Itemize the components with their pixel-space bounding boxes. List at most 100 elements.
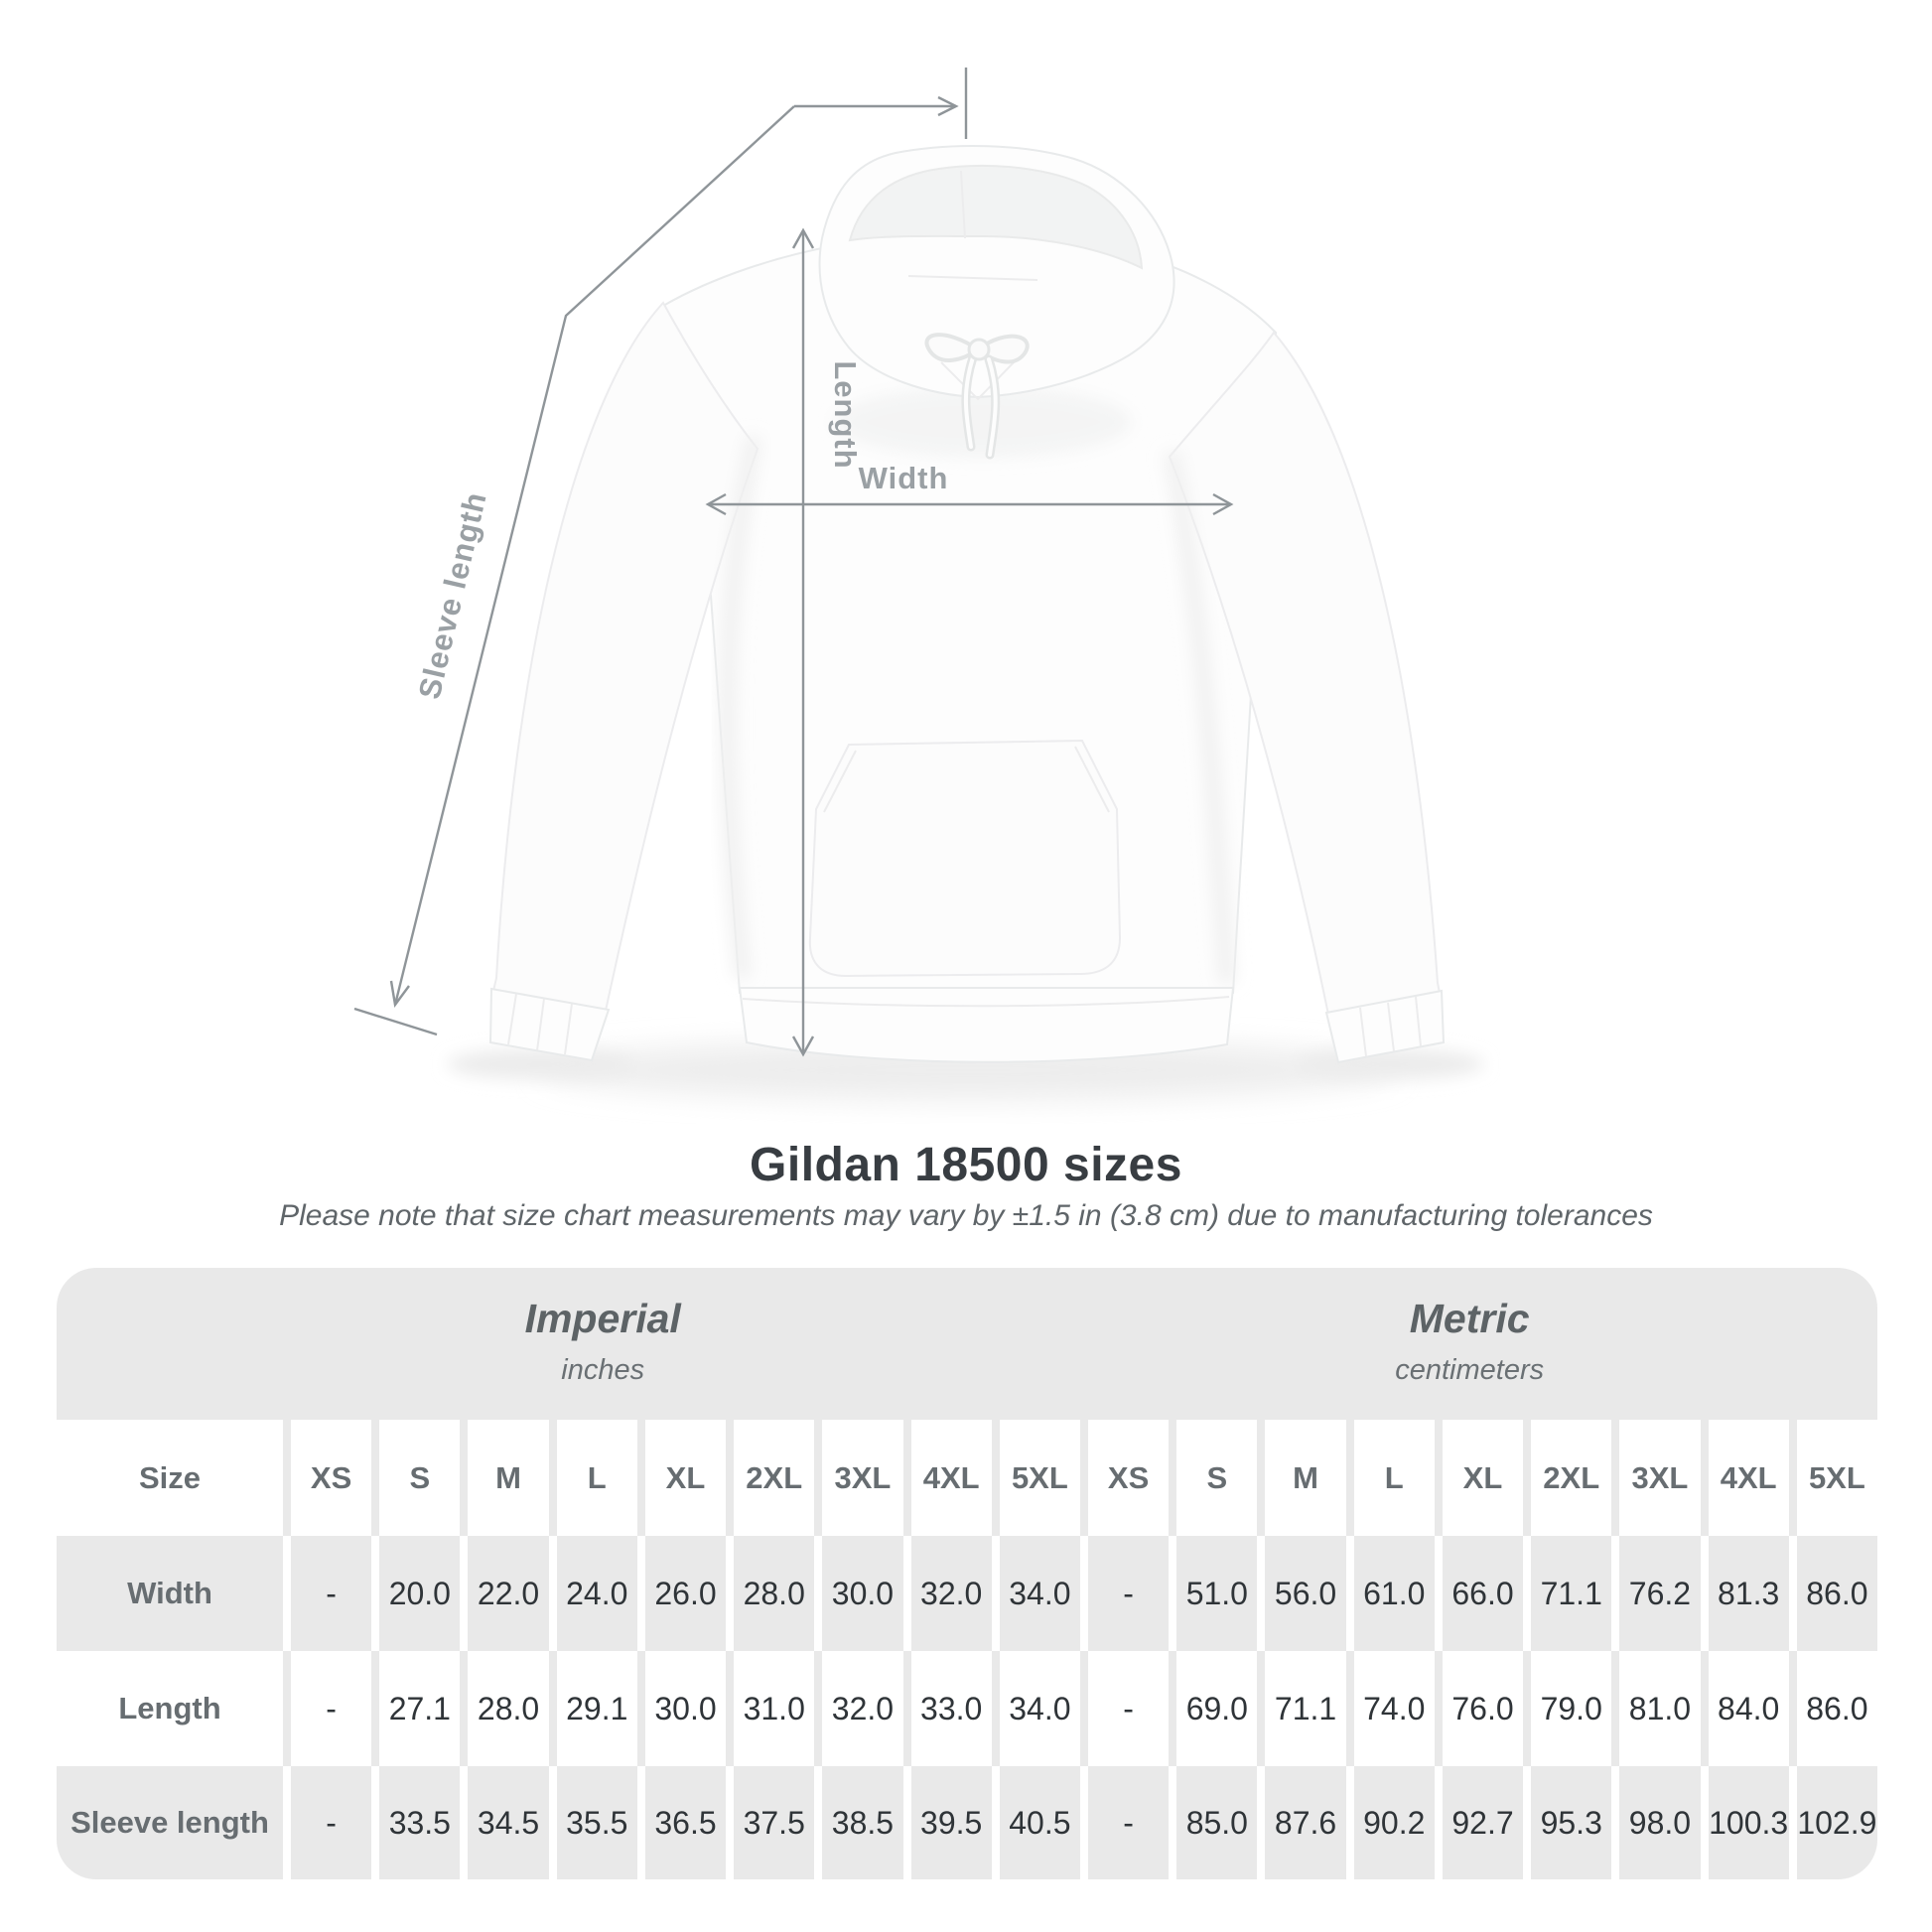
value-cell-imperial: 28.0 [468, 1651, 549, 1766]
value-cell-metric: - [1087, 1651, 1170, 1766]
size-header-metric: M [1265, 1420, 1346, 1536]
sleeve-length-arrowhead [389, 980, 410, 1008]
value-cell-imperial: 34.0 [999, 1536, 1080, 1651]
length-arrowhead-bottom [791, 1035, 815, 1057]
value-cell-imperial: 33.5 [379, 1766, 461, 1879]
value-cell-metric: 102.9 [1796, 1766, 1877, 1879]
value-cell-imperial: 31.0 [734, 1651, 815, 1766]
width-label: Width [859, 461, 949, 495]
size-header-imperial: S [379, 1420, 461, 1536]
size-header-imperial: L [556, 1420, 637, 1536]
right-side-shading [1164, 450, 1235, 984]
size-header-metric: XL [1442, 1420, 1524, 1536]
measure-row-length: Length -27.1 28.0 29.1 30.0 31.0 32.0 33.0 34.0-… [57, 1651, 1877, 1766]
value-cell-imperial: - [291, 1651, 372, 1766]
value-cell-metric: 87.6 [1265, 1766, 1346, 1879]
shoulder-arrowhead [937, 95, 959, 117]
size-table: Imperial inches Metric centimeters Size X… [57, 1268, 1877, 1879]
value-cell-imperial: 30.0 [644, 1651, 727, 1766]
hoodie-photo [447, 145, 1484, 1100]
value-cell-imperial: 28.0 [734, 1536, 815, 1651]
unit-group-imperial: Imperial inches [305, 1268, 900, 1387]
metric-unit: centimeters [1395, 1354, 1545, 1386]
value-cell-metric: 76.2 [1619, 1536, 1701, 1651]
measure-row-sleeve-length: Sleeve length -33.5 34.5 35.5 36.5 37.5 38.5 39… [57, 1766, 1877, 1879]
value-cell-metric: 86.0 [1796, 1651, 1877, 1766]
size-header-row: Size XS S M L XL 2XL 3XL 4XL 5XL XS S M L XL 2XL 3XL 4XL 5… [57, 1420, 1877, 1536]
value-cell-metric: 81.0 [1619, 1651, 1701, 1766]
value-cell-metric: 86.0 [1796, 1536, 1877, 1651]
hood-lining [848, 164, 1144, 270]
value-cell-metric: 84.0 [1708, 1651, 1789, 1766]
drawstring-left-core [963, 355, 975, 449]
metric-heading: Metric [1409, 1296, 1530, 1341]
chest-shading [834, 386, 1132, 458]
value-cell-metric: 98.0 [1619, 1766, 1701, 1879]
row-label: Width [57, 1536, 283, 1651]
size-header-imperial: 2XL [734, 1420, 815, 1536]
value-cell-imperial: 37.5 [734, 1766, 815, 1879]
value-cell-imperial: 34.0 [999, 1651, 1080, 1766]
length-label: Length [828, 360, 863, 469]
value-cell-metric: 76.0 [1442, 1651, 1524, 1766]
value-cell-imperial: 26.0 [644, 1536, 727, 1651]
value-cell-imperial: - [291, 1536, 372, 1651]
value-cell-metric: 81.3 [1708, 1536, 1789, 1651]
value-cell-imperial: 30.0 [822, 1536, 903, 1651]
value-cell-imperial: 36.5 [644, 1766, 727, 1879]
value-cell-imperial: 33.0 [910, 1651, 992, 1766]
page-title: Gildan 18500 sizes [750, 1139, 1182, 1191]
size-header-metric: S [1176, 1420, 1258, 1536]
right-cuff [1324, 989, 1446, 1064]
value-cell-metric: 66.0 [1442, 1536, 1524, 1651]
value-cell-imperial: 29.1 [556, 1651, 637, 1766]
row-label: Sleeve length [57, 1766, 283, 1879]
value-cell-metric: 85.0 [1176, 1766, 1258, 1879]
size-table-rows: Size XS S M L XL 2XL 3XL 4XL 5XL XS S M L XL 2XL 3XL 4XL 5… [57, 1420, 1877, 1879]
page-subtitle: Please note that size chart measurements… [279, 1199, 1653, 1232]
value-cell-metric: 100.3 [1708, 1766, 1789, 1879]
size-header-metric: 2XL [1531, 1420, 1612, 1536]
drawstring-knot [967, 338, 991, 361]
value-cell-metric: 61.0 [1353, 1536, 1435, 1651]
sleeve-length-line [393, 105, 795, 1006]
value-cell-imperial: 27.1 [379, 1651, 461, 1766]
garment-shadow [541, 1040, 1395, 1100]
value-cell-metric: 69.0 [1176, 1651, 1258, 1766]
size-header-metric: 4XL [1708, 1420, 1789, 1536]
unit-group-metric: Metric centimeters [1172, 1268, 1767, 1387]
drawstring-left-loop [924, 333, 982, 362]
hood-center-seam [960, 170, 966, 239]
left-side-shading [720, 435, 762, 979]
value-cell-metric: 71.1 [1531, 1536, 1612, 1651]
value-cell-imperial: 35.5 [556, 1766, 637, 1879]
value-cell-imperial: 20.0 [379, 1536, 461, 1651]
size-header-imperial: 3XL [822, 1420, 903, 1536]
imperial-heading: Imperial [524, 1296, 681, 1341]
value-cell-metric: 95.3 [1531, 1766, 1612, 1879]
value-cell-metric: - [1087, 1766, 1170, 1879]
size-header-imperial: 5XL [999, 1420, 1080, 1536]
value-cell-metric: 74.0 [1353, 1651, 1435, 1766]
unit-header-band: Imperial inches Metric centimeters [57, 1268, 1877, 1420]
value-cell-imperial: 40.5 [999, 1766, 1080, 1879]
hoodie-right-sleeve [1168, 331, 1442, 1017]
value-cell-metric: 79.0 [1531, 1651, 1612, 1766]
value-cell-imperial: 38.5 [822, 1766, 903, 1879]
right-cuff-ribbing [1359, 996, 1422, 1057]
value-cell-metric: 71.1 [1265, 1651, 1346, 1766]
size-header-metric: 5XL [1796, 1420, 1877, 1536]
value-cell-metric: 51.0 [1176, 1536, 1258, 1651]
value-cell-imperial: 22.0 [468, 1536, 549, 1651]
size-col-header: Size [57, 1420, 283, 1536]
value-cell-metric: 56.0 [1265, 1536, 1346, 1651]
hem-seam [742, 996, 1230, 1008]
value-cell-imperial: 24.0 [556, 1536, 637, 1651]
size-header-imperial: 4XL [910, 1420, 992, 1536]
value-cell-imperial: 39.5 [910, 1766, 992, 1879]
value-cell-imperial: - [291, 1766, 372, 1879]
value-cell-imperial: 34.5 [468, 1766, 549, 1879]
value-cell-metric: - [1087, 1536, 1170, 1651]
hoodie-left-sleeve [491, 301, 759, 1013]
